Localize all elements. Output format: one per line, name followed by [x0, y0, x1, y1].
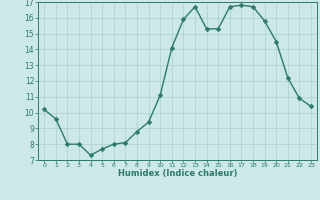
X-axis label: Humidex (Indice chaleur): Humidex (Indice chaleur)	[118, 169, 237, 178]
